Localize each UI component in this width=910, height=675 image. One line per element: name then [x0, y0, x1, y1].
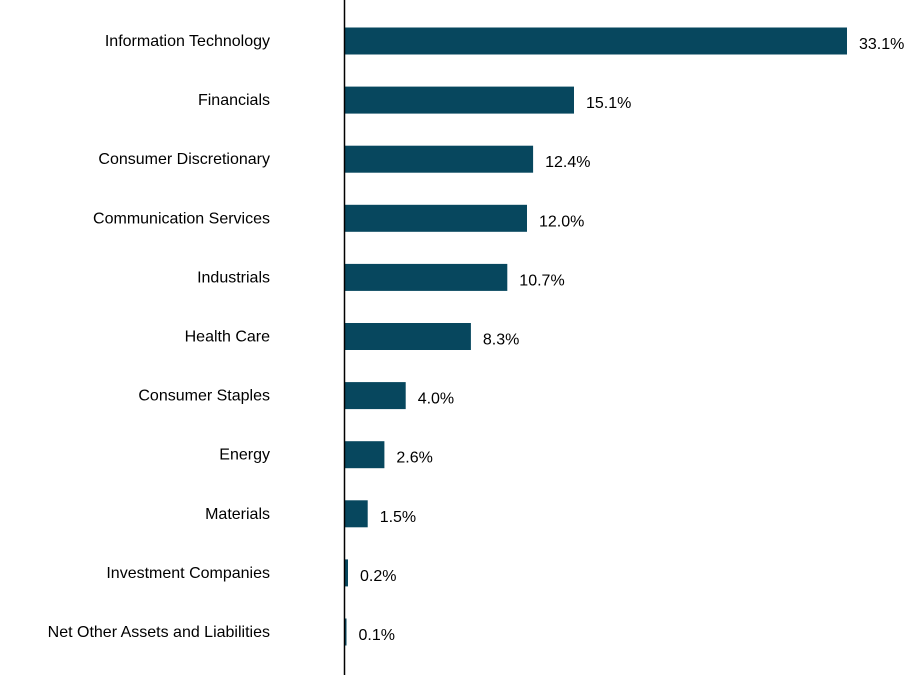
category-label: Consumer Staples: [138, 388, 270, 405]
bar: [345, 204, 527, 232]
category-label: Health Care: [185, 329, 270, 346]
bar: [345, 382, 406, 410]
value-label: 15.1%: [586, 95, 631, 112]
bar: [345, 618, 347, 646]
bar: [345, 500, 368, 528]
category-label: Net Other Assets and Liabilities: [48, 624, 270, 641]
bar: [345, 263, 508, 291]
value-label: 0.1%: [359, 627, 395, 644]
category-label: Industrials: [197, 269, 270, 286]
bar: [345, 559, 348, 587]
bar: [345, 145, 534, 173]
category-label: Consumer Discretionary: [98, 151, 270, 168]
value-label: 1.5%: [380, 509, 416, 526]
value-label: 0.2%: [360, 568, 396, 585]
value-label: 33.1%: [859, 36, 904, 53]
category-label: Information Technology: [105, 33, 270, 50]
labels-layer: Information Technology 33.1% Financials 15.…: [48, 33, 905, 644]
category-label: Materials: [205, 506, 270, 523]
bars-layer: [345, 27, 847, 646]
category-label: Financials: [198, 92, 270, 109]
value-label: 12.4%: [545, 154, 590, 171]
bar: [345, 441, 385, 469]
category-label: Energy: [219, 447, 270, 464]
value-label: 4.0%: [418, 391, 454, 408]
bar: [345, 27, 847, 55]
value-label: 12.0%: [539, 213, 584, 230]
category-label: Communication Services: [93, 210, 270, 227]
value-label: 2.6%: [396, 450, 432, 467]
value-label: 10.7%: [519, 272, 564, 289]
bar: [345, 323, 471, 350]
bar: [345, 86, 574, 114]
value-label: 8.3%: [483, 332, 519, 349]
category-label: Investment Companies: [106, 565, 270, 582]
